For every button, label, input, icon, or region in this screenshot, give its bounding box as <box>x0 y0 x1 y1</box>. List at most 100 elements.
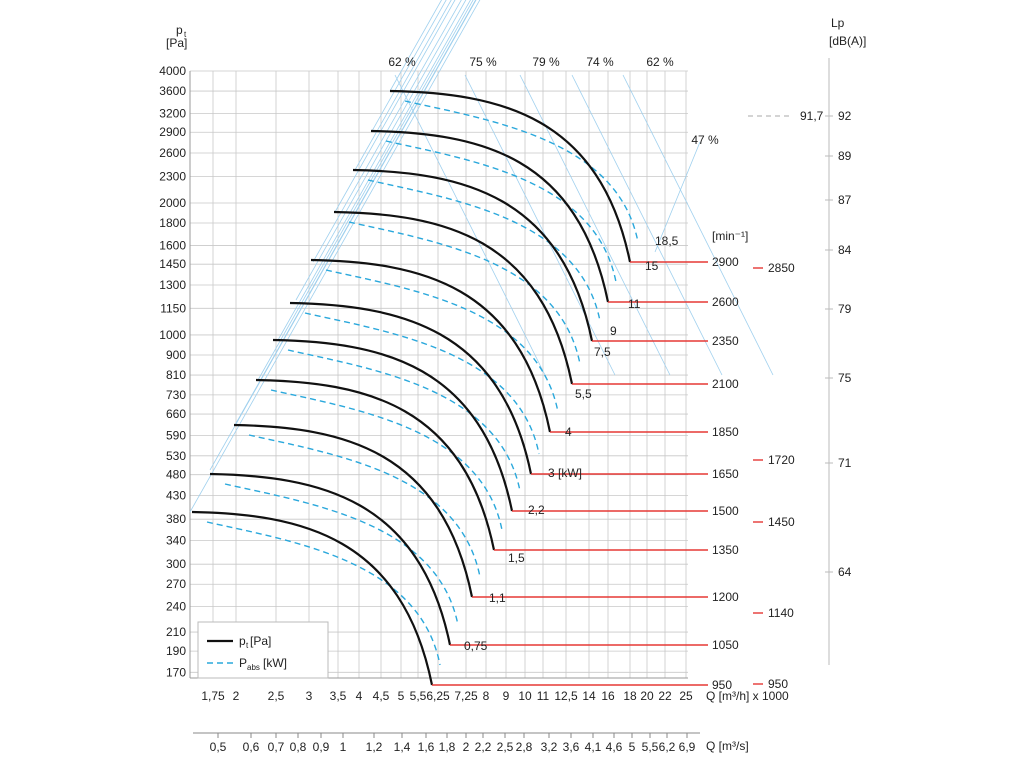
legend-pt-sub: t <box>246 641 249 650</box>
x-tick-label-m3s: 1,4 <box>394 740 411 754</box>
efficiency-label: 62 % <box>646 55 674 69</box>
power-label: 5,5 <box>575 387 592 401</box>
efficiency-ray <box>295 0 467 301</box>
power-curve <box>348 221 581 365</box>
x-tick-label-m3h: 8 <box>483 689 490 703</box>
x-tick-label-m3s: 1,2 <box>366 740 383 754</box>
x-tick-label-m3s: 1,6 <box>418 740 435 754</box>
y-tick-label: 480 <box>166 468 186 482</box>
x-tick-label-m3h: 18 <box>623 689 637 703</box>
power-curve <box>367 179 601 322</box>
speed-label-right: 950 <box>768 677 788 691</box>
chart-labels: 4000360032002900260023002000180016001450… <box>159 55 851 754</box>
efficiency-ray <box>209 0 477 471</box>
lp-tick-label: 75 <box>838 371 852 385</box>
x-tick-label-m3h: 7,25 <box>454 689 478 703</box>
power-label: 11 <box>628 297 641 311</box>
speed-unit-label: [min⁻¹] <box>712 229 748 243</box>
lp-marker-value: 91,7 <box>800 109 824 123</box>
x-tick-label-m3s: 0,6 <box>243 740 260 754</box>
speed-label-right: 1720 <box>768 453 795 467</box>
x-tick-label-m3s: 2,2 <box>475 740 492 754</box>
power-curves <box>206 100 639 666</box>
speed-label-right: 2850 <box>768 261 795 275</box>
pressure-curve-950 <box>191 510 434 686</box>
y-tick-label: 4000 <box>159 64 186 78</box>
efficiency-line <box>519 74 671 376</box>
legend-pt-label: p <box>239 634 246 648</box>
y-tick-label: 170 <box>166 665 186 679</box>
pressure-curve-2600 <box>370 129 610 303</box>
power-curve <box>404 100 639 243</box>
power-label: 15 <box>645 259 659 273</box>
speed-markers <box>432 261 763 686</box>
lp-tick-label: 87 <box>838 193 852 207</box>
efficiency-ray <box>234 0 477 426</box>
pressure-curve-2900 <box>389 89 632 263</box>
lp-axis-unit: [dB(A)] <box>829 34 866 48</box>
legend-pabs-unit: [kW] <box>263 656 287 670</box>
legend-box <box>197 621 329 679</box>
speed-label-right: 1450 <box>768 515 795 529</box>
legend: p t [Pa] P abs [kW] <box>197 621 329 679</box>
y-axis-label-sub: t <box>184 30 187 39</box>
power-label: 0,75 <box>464 639 488 653</box>
pressure-curve-1050 <box>209 472 452 646</box>
power-label: 2,2 <box>528 503 545 517</box>
x-tick-label-m3h: 4,5 <box>373 689 390 703</box>
x-tick-label-m3s: 4,6 <box>606 740 623 754</box>
x-axis-label-m3h: Q [m³/h] x 1000 <box>706 689 789 703</box>
speed-label: 1200 <box>712 590 739 604</box>
efficiency-ray <box>371 0 447 132</box>
y-tick-label: 1150 <box>160 301 186 315</box>
pressure-curve-2350 <box>352 168 594 342</box>
pressure-curve-2100 <box>333 210 574 385</box>
pressure-curve-1850 <box>310 258 552 433</box>
y-tick-label: 3600 <box>159 84 186 98</box>
x-tick-label-m3h: 2 <box>233 689 240 703</box>
speed-label-right: 1140 <box>768 606 794 620</box>
power-curve <box>224 483 459 626</box>
efficiency-label: 62 % <box>388 55 416 69</box>
x-tick-label-m3s: 0,9 <box>313 740 330 754</box>
y-tick-label: 300 <box>166 557 186 571</box>
y-tick-label: 2300 <box>159 169 186 183</box>
x-tick-label-m3h: 4 <box>356 689 363 703</box>
legend-pabs-sub: abs <box>247 663 260 672</box>
legend-pabs-label: P <box>239 656 247 670</box>
y-tick-label: 530 <box>166 449 186 463</box>
power-curve <box>287 349 521 492</box>
x-tick-label-m3h: 3,5 <box>330 689 347 703</box>
pressure-curve-1350 <box>255 378 496 551</box>
y-tick-label: 1600 <box>159 238 186 252</box>
x-tick-label-m3h: 5,5 <box>410 689 427 703</box>
efficiency-ray <box>277 0 471 341</box>
x-tick-label-m3s: 2,5 <box>497 740 514 754</box>
efficiency-line <box>654 141 701 253</box>
x-tick-label-m3s: 1,8 <box>439 740 456 754</box>
speed-label: 2900 <box>712 255 739 269</box>
y-tick-label: 3200 <box>159 106 186 120</box>
x-tick-label-m3s: 5,5 <box>642 740 659 754</box>
efficiency-label: 47 % <box>691 133 719 147</box>
efficiency-line <box>394 74 546 376</box>
x-tick-label-m3h: 25 <box>679 689 693 703</box>
efficiency-ray <box>257 0 474 381</box>
y-tick-label: 1800 <box>159 216 186 230</box>
x-tick-label-m3h: 5 <box>398 689 405 703</box>
efficiency-label: 74 % <box>586 55 614 69</box>
y-tick-label: 380 <box>166 512 186 526</box>
lp-axis-label: Lp <box>831 16 845 30</box>
x-tick-label-m3h: 9 <box>503 689 510 703</box>
x-tick-label-m3h: 10 <box>518 689 532 703</box>
x-tick-label-m3h: 20 <box>640 689 654 703</box>
power-curve <box>248 434 481 578</box>
power-label: 4 <box>565 425 572 439</box>
power-curve <box>325 269 559 413</box>
y-tick-label: 1450 <box>159 257 186 271</box>
lp-tick-label: 92 <box>838 109 852 123</box>
y-tick-label: 190 <box>166 644 186 658</box>
y-tick-label: 2900 <box>159 125 186 139</box>
y-tick-label: 1000 <box>159 328 186 342</box>
x-tick-label-m3h: 1,75 <box>201 689 225 703</box>
